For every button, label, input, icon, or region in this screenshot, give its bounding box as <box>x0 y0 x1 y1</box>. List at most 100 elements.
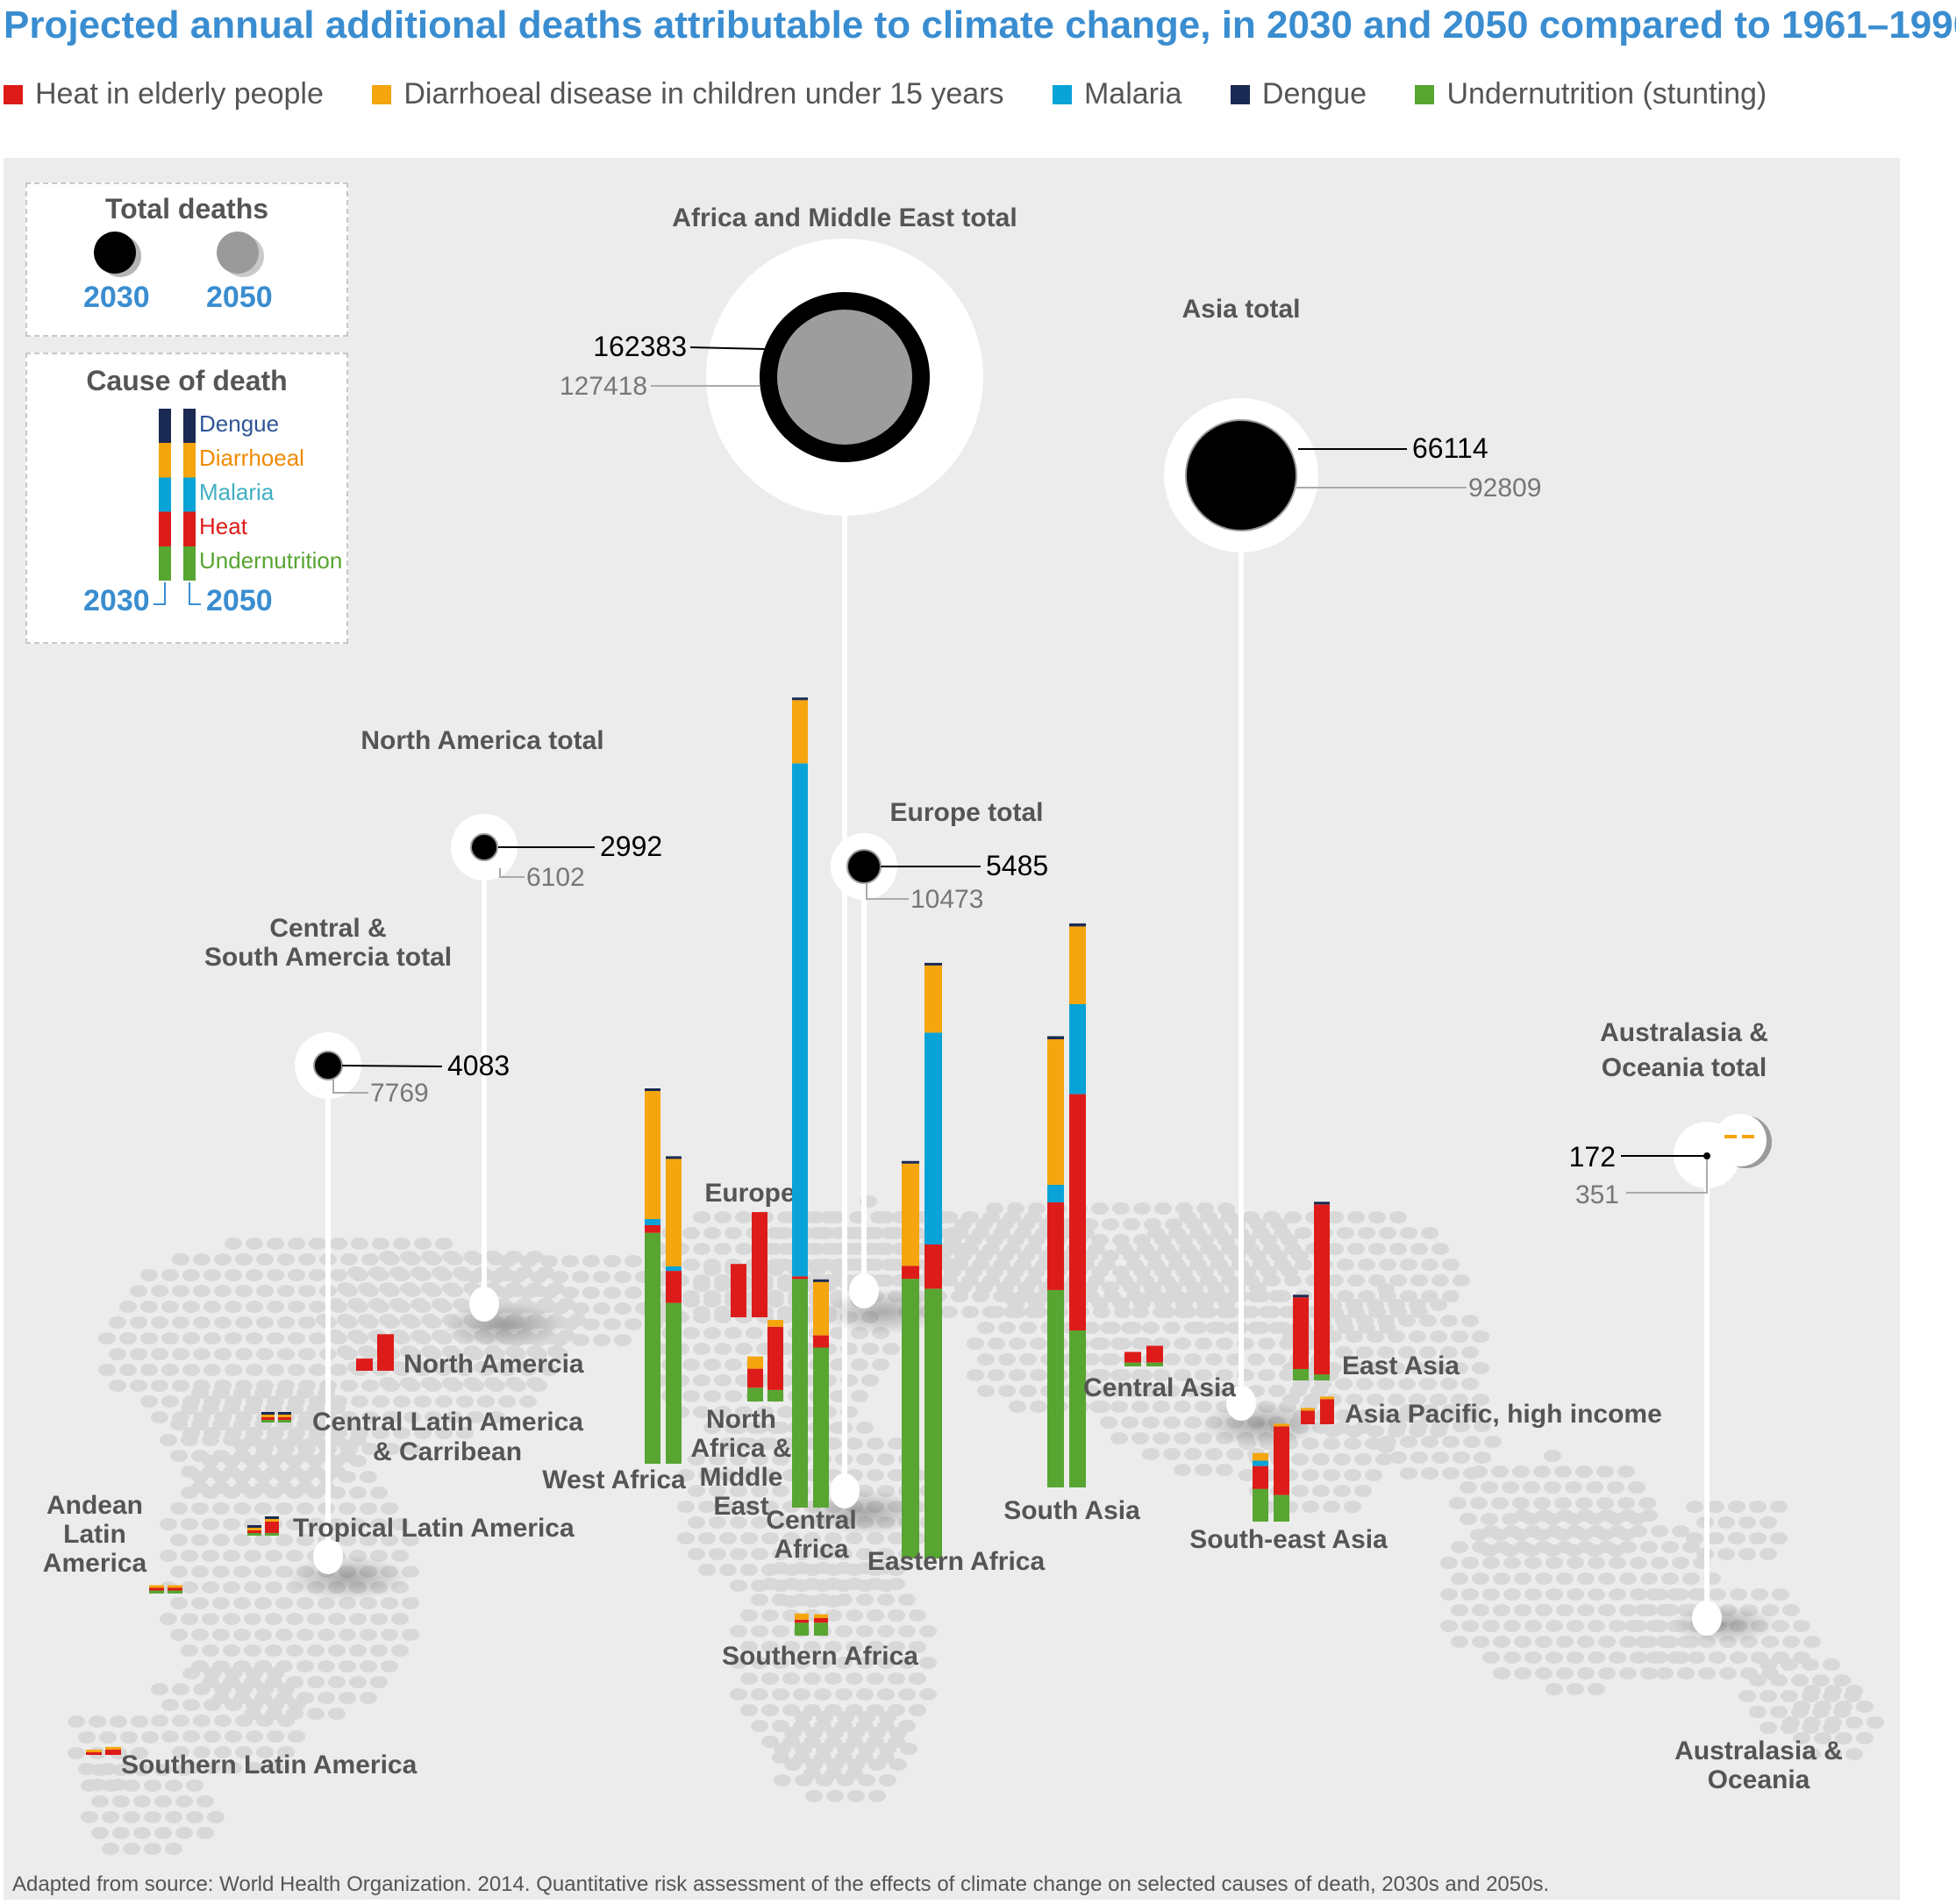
map-dot <box>182 1699 200 1711</box>
legend-swatch-undernutrition <box>1415 85 1435 104</box>
bar-segment-heat-2050 <box>1320 1399 1334 1424</box>
map-dot <box>677 1501 695 1513</box>
map-dot <box>340 1253 358 1266</box>
map-dot <box>1588 1588 1605 1601</box>
map-dot <box>793 1688 810 1701</box>
bubble-2050 <box>777 310 912 445</box>
map-dot <box>761 1532 779 1544</box>
pin-base <box>1226 1386 1256 1421</box>
map-dot <box>286 1613 303 1625</box>
map-dot <box>379 1377 396 1389</box>
map-dot <box>223 1613 240 1625</box>
bar-segment-undernutrition-2030 <box>1047 1289 1064 1487</box>
mini-bar-2030 <box>1724 1135 1737 1138</box>
map-dot <box>1635 1636 1653 1648</box>
map-dot <box>1367 1362 1384 1374</box>
map-dot <box>879 1774 896 1786</box>
map-dot <box>988 1306 1005 1318</box>
map-dot <box>777 1280 795 1292</box>
map-dot <box>337 1282 354 1294</box>
map-dot <box>225 1667 242 1679</box>
map-dot <box>784 1727 802 1739</box>
map-dot <box>140 1301 158 1313</box>
map-dot <box>144 1779 161 1792</box>
map-dot <box>1546 1525 1563 1537</box>
map-dot <box>877 1243 895 1255</box>
map-dot <box>1619 1636 1637 1648</box>
map-dot <box>940 1306 958 1318</box>
map-dot <box>372 1237 389 1250</box>
map-dot <box>203 1332 221 1344</box>
map-dot <box>391 1644 409 1657</box>
bubble-2030 <box>846 849 882 884</box>
map-dot <box>1174 1369 1191 1381</box>
circle-2030-icon <box>94 232 136 274</box>
map-dot <box>805 1790 823 1802</box>
map-dot <box>235 1316 253 1329</box>
map-dot <box>277 1746 295 1758</box>
map-dot <box>351 1395 368 1408</box>
map-dot <box>1677 1667 1695 1679</box>
region-label: East Asia <box>1342 1351 1460 1380</box>
map-dot <box>1367 1394 1384 1406</box>
map-dot <box>856 1657 874 1669</box>
map-dot <box>172 1380 189 1392</box>
map-dot <box>120 1763 138 1775</box>
map-dot <box>1419 1378 1437 1390</box>
total-label: North America total <box>361 726 603 755</box>
map-dot <box>1719 1667 1737 1679</box>
map-dot <box>846 1609 863 1622</box>
bar-segment-heat-2050 <box>1069 1094 1086 1330</box>
map-dot <box>130 1348 147 1360</box>
bar-segment-heat-2050 <box>767 1326 783 1390</box>
map-dot <box>703 1422 721 1434</box>
map-dot <box>154 1764 172 1776</box>
map-dot <box>988 1337 1005 1350</box>
map-dot <box>484 1345 502 1358</box>
map-dot <box>868 1758 886 1771</box>
map-dot <box>1333 1485 1351 1497</box>
map-dot <box>467 1411 484 1423</box>
map-dot <box>735 1211 753 1223</box>
total-label: Oceania total <box>1602 1053 1767 1082</box>
map-dot <box>572 1271 589 1283</box>
map-dot <box>379 1251 396 1263</box>
map-dot <box>1619 1541 1637 1553</box>
map-dot <box>1793 1732 1810 1744</box>
map-dot <box>212 1387 230 1399</box>
map-dot <box>1577 1572 1595 1585</box>
map-dot <box>246 1762 263 1774</box>
bar-segment-heat-2050 <box>265 1522 279 1533</box>
region-label: South Asia <box>1003 1496 1140 1525</box>
map-dot <box>1607 1481 1624 1494</box>
map-dot <box>1524 1525 1542 1537</box>
map-dot <box>1770 1706 1788 1718</box>
map-dot <box>795 1774 812 1786</box>
map-dot <box>1503 1620 1521 1632</box>
map-dot <box>382 1443 400 1455</box>
map-dot <box>1409 1362 1426 1374</box>
map-dot <box>561 1255 579 1267</box>
map-dot <box>1147 1259 1165 1271</box>
map-dot <box>1524 1651 1542 1664</box>
map-dot <box>68 1715 85 1728</box>
map-dot <box>954 1218 972 1230</box>
map-dot <box>709 1516 726 1529</box>
bar-segment-diarrhoeal-2050 <box>1274 1423 1289 1427</box>
map-dot <box>1210 1259 1228 1271</box>
bar-segment-undernutrition-2030 <box>1253 1488 1268 1522</box>
map-dot <box>414 1237 432 1250</box>
map-dot <box>182 1332 200 1344</box>
map-dot <box>725 1327 742 1339</box>
map-dot <box>1323 1501 1340 1513</box>
map-dot <box>233 1387 251 1399</box>
map-dot <box>175 1827 193 1839</box>
map-dot <box>847 1727 865 1739</box>
map-dot <box>421 1282 439 1294</box>
map-dot <box>233 1534 251 1546</box>
bar-segment-undernutrition-2050 <box>1274 1494 1289 1522</box>
map-dot <box>286 1487 303 1499</box>
map-dot <box>1205 1448 1223 1460</box>
map-dot <box>246 1667 263 1679</box>
map-dot <box>846 1437 863 1450</box>
